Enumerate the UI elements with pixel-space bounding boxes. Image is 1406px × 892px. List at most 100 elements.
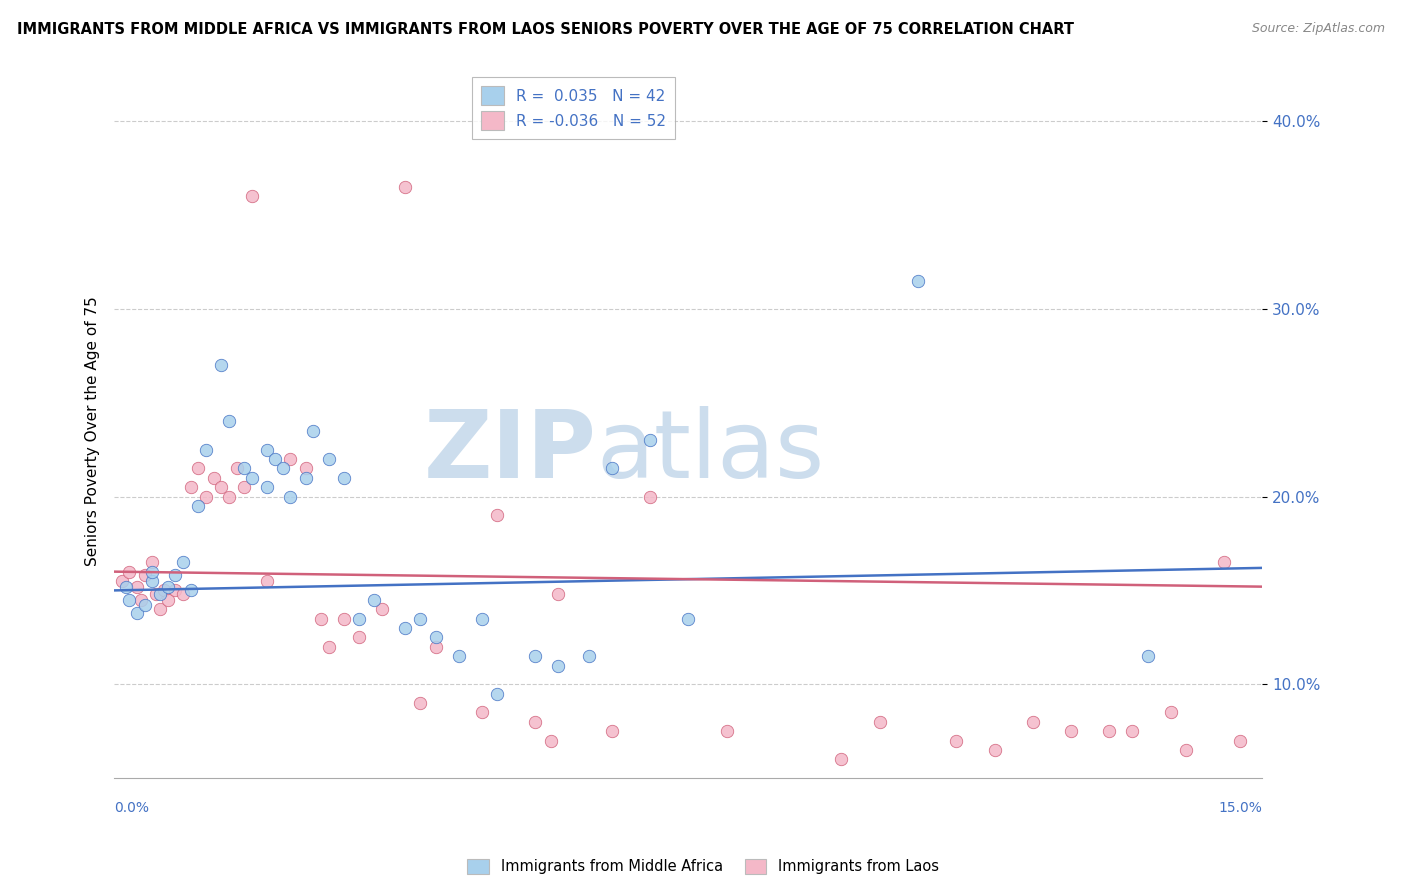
- Point: [945, 733, 967, 747]
- Point: [1174, 743, 1197, 757]
- Point: [1022, 714, 1045, 729]
- Point: [907, 274, 929, 288]
- Y-axis label: Seniors Poverty Over the Age of 75: Seniors Poverty Over the Age of 75: [86, 296, 100, 566]
- Point: [394, 621, 416, 635]
- Point: [638, 490, 661, 504]
- Point: [471, 611, 494, 625]
- Point: [394, 179, 416, 194]
- Point: [180, 583, 202, 598]
- Point: [225, 461, 247, 475]
- Point: [600, 724, 623, 739]
- Point: [111, 574, 134, 588]
- Point: [678, 611, 700, 625]
- Text: IMMIGRANTS FROM MIDDLE AFRICA VS IMMIGRANTS FROM LAOS SENIORS POVERTY OVER THE A: IMMIGRANTS FROM MIDDLE AFRICA VS IMMIGRA…: [17, 22, 1074, 37]
- Point: [309, 611, 332, 625]
- Point: [114, 580, 136, 594]
- Text: 15.0%: 15.0%: [1219, 801, 1263, 815]
- Point: [547, 587, 569, 601]
- Point: [195, 490, 218, 504]
- Point: [218, 490, 240, 504]
- Point: [278, 452, 301, 467]
- Point: [278, 490, 301, 504]
- Text: Source: ZipAtlas.com: Source: ZipAtlas.com: [1251, 22, 1385, 36]
- Point: [141, 555, 163, 569]
- Point: [578, 649, 600, 664]
- Point: [447, 649, 470, 664]
- Point: [600, 461, 623, 475]
- Point: [333, 611, 356, 625]
- Text: ZIP: ZIP: [423, 406, 596, 498]
- Point: [830, 752, 852, 766]
- Point: [187, 461, 209, 475]
- Point: [409, 696, 432, 710]
- Point: [1160, 706, 1182, 720]
- Point: [409, 611, 432, 625]
- Point: [118, 565, 141, 579]
- Point: [425, 631, 447, 645]
- Point: [302, 424, 325, 438]
- Point: [118, 592, 141, 607]
- Point: [165, 568, 187, 582]
- Point: [209, 358, 232, 372]
- Point: [240, 471, 263, 485]
- Point: [202, 471, 225, 485]
- Point: [294, 471, 316, 485]
- Point: [983, 743, 1005, 757]
- Point: [471, 706, 494, 720]
- Point: [524, 714, 547, 729]
- Point: [524, 649, 547, 664]
- Point: [187, 499, 209, 513]
- Point: [141, 565, 163, 579]
- Point: [1136, 649, 1159, 664]
- Point: [149, 587, 172, 601]
- Point: [318, 640, 340, 654]
- Point: [1121, 724, 1143, 739]
- Point: [129, 592, 152, 607]
- Point: [127, 580, 149, 594]
- Text: atlas: atlas: [596, 406, 825, 498]
- Point: [240, 189, 263, 203]
- Point: [547, 658, 569, 673]
- Point: [195, 442, 218, 457]
- Point: [172, 555, 194, 569]
- Point: [233, 480, 256, 494]
- Point: [172, 587, 194, 601]
- Point: [485, 508, 508, 523]
- Point: [716, 724, 738, 739]
- Point: [318, 452, 340, 467]
- Point: [363, 592, 385, 607]
- Point: [218, 414, 240, 428]
- Point: [425, 640, 447, 654]
- Point: [209, 480, 232, 494]
- Point: [141, 574, 163, 588]
- Point: [869, 714, 891, 729]
- Point: [156, 592, 179, 607]
- Point: [180, 480, 202, 494]
- Point: [134, 568, 156, 582]
- Point: [233, 461, 256, 475]
- Point: [256, 574, 278, 588]
- Point: [153, 583, 176, 598]
- Point: [134, 599, 156, 613]
- Point: [1060, 724, 1083, 739]
- Point: [294, 461, 316, 475]
- Point: [1098, 724, 1121, 739]
- Legend: Immigrants from Middle Africa, Immigrants from Laos: Immigrants from Middle Africa, Immigrant…: [461, 853, 945, 880]
- Point: [1229, 733, 1251, 747]
- Point: [145, 587, 167, 601]
- Point: [485, 687, 508, 701]
- Point: [271, 461, 294, 475]
- Point: [127, 606, 149, 620]
- Legend: R =  0.035   N = 42, R = -0.036   N = 52: R = 0.035 N = 42, R = -0.036 N = 52: [472, 78, 675, 139]
- Point: [256, 442, 278, 457]
- Point: [149, 602, 172, 616]
- Point: [638, 434, 661, 448]
- Point: [264, 452, 287, 467]
- Point: [1213, 555, 1236, 569]
- Point: [540, 733, 562, 747]
- Point: [347, 611, 370, 625]
- Point: [256, 480, 278, 494]
- Text: 0.0%: 0.0%: [114, 801, 149, 815]
- Point: [156, 580, 179, 594]
- Point: [165, 583, 187, 598]
